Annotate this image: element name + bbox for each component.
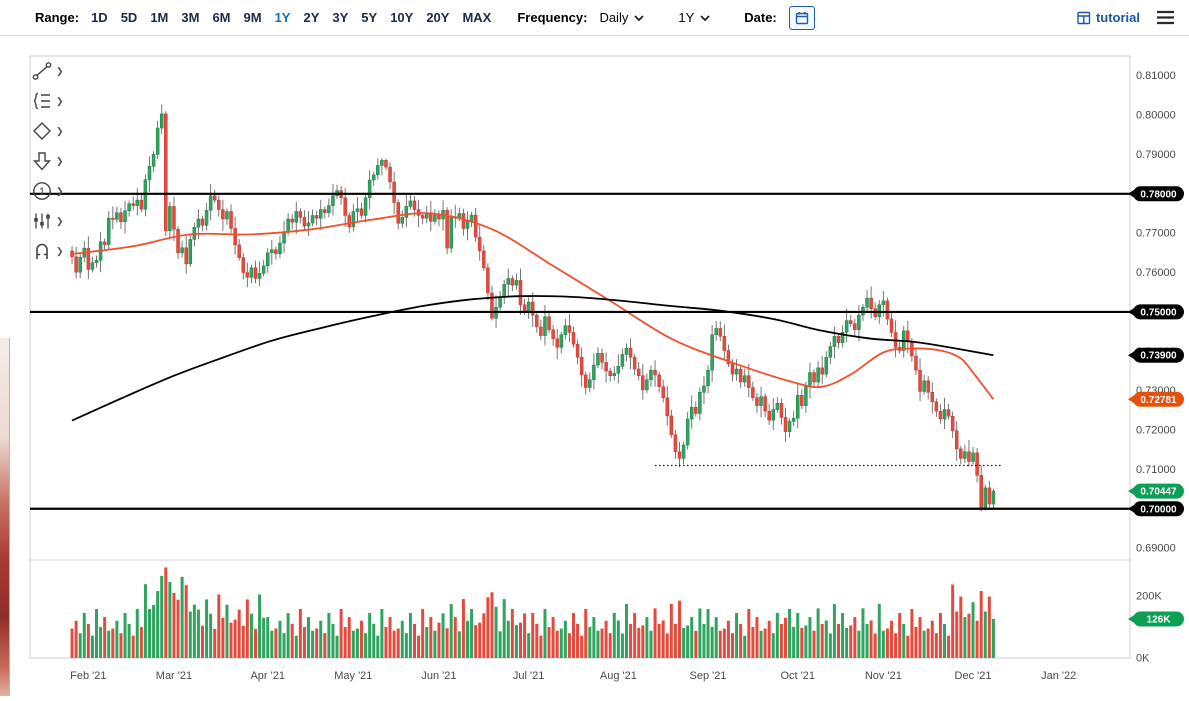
range-option-3M[interactable]: 3M [181,10,200,25]
drawing-tools: ❯ ❯ ❯ ❯ 1 ❯ ❯ ❯ [31,56,64,266]
expand-chevron-icon[interactable]: ❯ [56,245,64,256]
svg-text:0.73900: 0.73900 [1140,351,1177,362]
range-option-2Y[interactable]: 2Y [303,10,320,25]
svg-text:200K: 200K [1136,591,1162,603]
tutorial-link[interactable]: tutorial [1077,10,1140,25]
time-axis: Feb '21 Mar '21 Apr '21 May '21 Jun '21 Jul '… [70,670,1076,682]
shapes-tool-icon [33,122,51,140]
frequency-select[interactable]: Daily [599,10,644,25]
range-option-20Y[interactable]: 20Y [426,10,450,25]
svg-text:0.79000: 0.79000 [1136,149,1176,161]
svg-text:0.69000: 0.69000 [1136,543,1176,555]
date-label: Date: [744,10,777,25]
chart-frame [29,55,1131,659]
svg-text:0K: 0K [1136,653,1150,665]
frequency-value: Daily [599,10,629,25]
arrow-tool-icon [32,152,52,171]
chart-svg[interactable]: 0.690000.700000.710000.720000.730000.740… [0,35,1189,696]
calendar-button[interactable] [788,5,815,30]
svg-text:Jun '21: Jun '21 [421,670,456,682]
volume-bars-layer [70,567,995,658]
chart-area: 0.690000.700000.710000.720000.730000.740… [0,35,1189,696]
range-option-1D[interactable]: 1D [91,10,108,25]
annotation-tool[interactable]: 1 ❯ [31,176,64,206]
range-option-6M[interactable]: 6M [212,10,231,25]
svg-text:0.81000: 0.81000 [1136,70,1176,82]
range-option-5D[interactable]: 5D [120,10,138,25]
expand-chevron-icon[interactable]: ❯ [56,65,64,76]
svg-text:Dec '21: Dec '21 [955,670,992,682]
expand-chevron-icon[interactable]: ❯ [56,125,64,136]
svg-text:Sep '21: Sep '21 [690,670,727,682]
arrow-tool[interactable]: ❯ [31,146,64,176]
fibonacci-tool[interactable]: ❯ [31,86,64,116]
svg-text:0.70447: 0.70447 [1140,487,1177,498]
trendline-tool-icon [32,62,52,80]
svg-text:0.77000: 0.77000 [1136,228,1176,240]
expand-chevron-icon[interactable]: ❯ [56,215,64,226]
tutorial-label: tutorial [1095,10,1140,25]
expand-chevron-icon[interactable]: ❯ [56,95,64,106]
pattern-tool[interactable]: ❯ [31,206,64,236]
svg-text:0.78000: 0.78000 [1140,189,1177,200]
range-option-5Y[interactable]: 5Y [361,10,378,25]
calendar-icon [795,11,808,24]
svg-text:Jul '21: Jul '21 [513,670,544,682]
svg-text:0.72781: 0.72781 [1140,395,1177,406]
svg-text:Oct '21: Oct '21 [780,670,815,682]
range-label: Range: [35,10,80,25]
svg-text:0.72000: 0.72000 [1136,425,1176,437]
background-window-sliver [0,338,10,696]
svg-text:Jan '22: Jan '22 [1041,670,1076,682]
magnet-tool-icon [36,243,48,259]
expand-chevron-icon[interactable]: ❯ [56,155,64,166]
ma-black-line [71,295,994,422]
svg-text:0.76000: 0.76000 [1136,267,1176,279]
menu-icon[interactable] [1156,10,1175,25]
annotation-tool-icon: 1 [33,182,51,200]
toolbar-right-group: tutorial [1077,10,1189,25]
price-badges: 0.78000 0.75000 0.73900 0.72781 0.70000 0.704… [1128,186,1184,627]
svg-text:0.71000: 0.71000 [1136,464,1176,476]
trendline-tool[interactable]: ❯ [31,56,64,86]
chevron-down-icon [634,14,644,21]
svg-text:Nov '21: Nov '21 [865,670,902,682]
period-select[interactable]: 1Y [678,10,710,25]
horizontal-lines[interactable] [30,192,1130,510]
expand-chevron-icon[interactable]: ❯ [56,185,64,196]
candles-layer[interactable] [70,104,996,512]
volume-axis: 200K 0K [1136,591,1162,665]
shapes-tool[interactable]: ❯ [31,116,64,146]
svg-text:0.80000: 0.80000 [1136,110,1176,122]
svg-text:Apr '21: Apr '21 [250,670,285,682]
ma-red-line [71,212,995,400]
svg-text:126K: 126K [1147,614,1172,625]
chart-toolbar: Range: 1D 5D 1M 3M 6M 9M 1Y 2Y 3Y 5Y 10Y 20Y MAX Fre… [0,0,1189,36]
range-option-MAX[interactable]: MAX [462,10,492,25]
magnet-tool[interactable]: ❯ [31,236,64,266]
moving-average-overlays [71,212,995,422]
range-options: 1D 5D 1M 3M 6M 9M 1Y 2Y 3Y 5Y 10Y 20Y MAX [91,10,491,25]
svg-text:Mar '21: Mar '21 [156,670,192,682]
range-option-1Y[interactable]: 1Y [274,10,291,25]
svg-text:1: 1 [39,186,45,198]
svg-text:0.70000: 0.70000 [1140,504,1177,515]
frequency-label: Frequency: [517,10,588,25]
svg-text:Feb '21: Feb '21 [70,670,106,682]
pattern-tool-icon [34,213,50,229]
range-option-10Y[interactable]: 10Y [390,10,414,25]
range-option-3Y[interactable]: 3Y [332,10,349,25]
fibonacci-tool-icon [33,92,50,110]
range-option-1M[interactable]: 1M [150,10,169,25]
chevron-down-icon [700,14,710,21]
svg-text:May '21: May '21 [334,670,372,682]
svg-text:Aug '21: Aug '21 [600,670,637,682]
period-value: 1Y [678,10,695,25]
svg-text:0.75000: 0.75000 [1140,307,1177,318]
range-option-9M[interactable]: 9M [243,10,262,25]
tutorial-icon [1077,11,1091,24]
